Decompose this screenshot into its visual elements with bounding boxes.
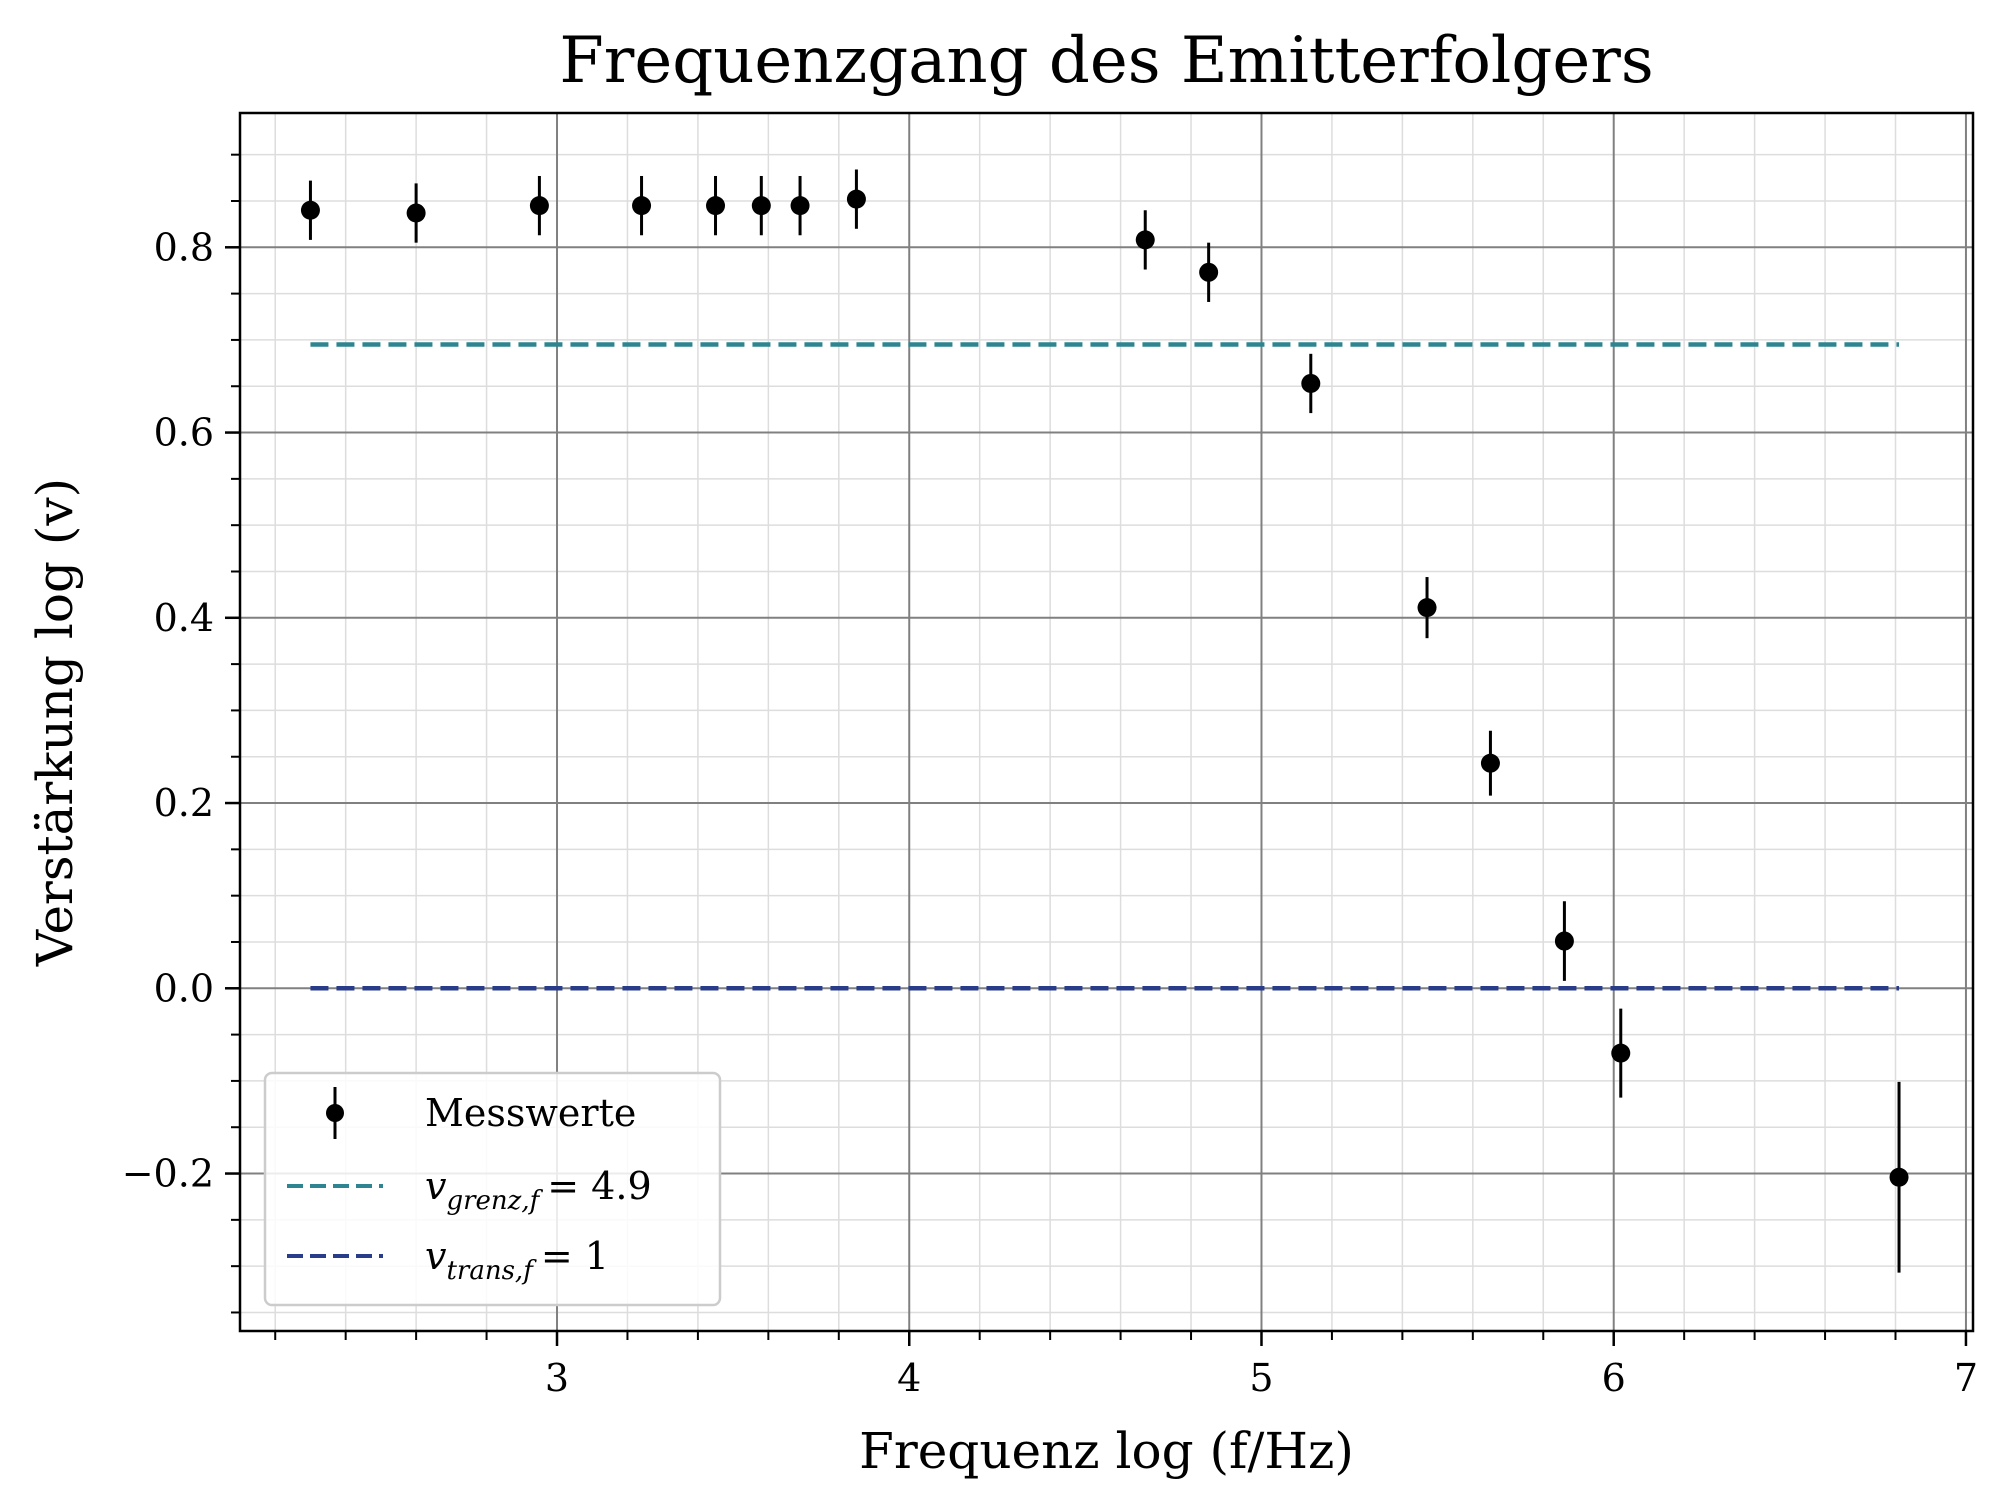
y-tick-label: 0.4 — [154, 596, 214, 640]
legend-point-marker — [326, 1104, 344, 1122]
legend-item-messwerte: Messwerte — [326, 1087, 636, 1139]
tick-labels: 3 4 5 6 7 −0.2 0.0 0.2 0.4 0.6 0.8 — [122, 225, 1978, 1400]
data-point — [706, 196, 726, 216]
data-point — [632, 196, 652, 216]
data-point — [846, 189, 866, 209]
legend-v-grenz-symbol: v — [425, 1164, 447, 1208]
data-point — [790, 196, 810, 216]
legend-label-v-grenz: vgrenz,f = 4.9 — [425, 1164, 652, 1216]
data-point — [1611, 1043, 1631, 1063]
reference-lines — [310, 342, 1900, 991]
data-points — [300, 169, 1909, 1273]
data-point — [751, 196, 771, 216]
x-tick-label: 3 — [545, 1356, 569, 1400]
legend-v-grenz-value: = 4.9 — [547, 1164, 651, 1208]
legend-v-grenz-subscript: grenz,f — [446, 1186, 543, 1216]
x-tick-label: 6 — [1602, 1356, 1626, 1400]
legend-v-trans-symbol: v — [425, 1234, 447, 1278]
legend-box — [263, 1071, 722, 1307]
y-tick-label: −0.2 — [122, 1152, 214, 1196]
chart-title: Frequenzgang des Emitterfolgers — [559, 24, 1653, 98]
legend-label-messwerte: Messwerte — [425, 1091, 636, 1135]
data-point — [1417, 598, 1437, 618]
data-point — [1199, 262, 1219, 282]
plot-frame — [238, 111, 1975, 1333]
data-point — [1889, 1167, 1909, 1187]
y-tick-label: 0.8 — [154, 225, 214, 269]
data-point — [300, 200, 320, 220]
x-axis-label: Frequenz log (f/Hz) — [859, 1422, 1354, 1480]
data-point — [406, 203, 426, 223]
legend-v-trans-subscript: trans,f — [446, 1256, 537, 1286]
legend: Messwerte vgrenz,f = 4.9 vtrans,f = 1 — [263, 1071, 722, 1307]
axis-ticks — [225, 153, 1968, 1346]
data-point — [1301, 373, 1321, 393]
data-point — [1554, 931, 1574, 951]
legend-label-v-trans: vtrans,f = 1 — [425, 1234, 609, 1286]
data-point — [1135, 230, 1155, 250]
legend-item-v-grenz: vgrenz,f = 4.9 — [287, 1164, 652, 1216]
data-point — [529, 196, 549, 216]
y-tick-label: 0.2 — [154, 781, 214, 825]
y-axis-label: Verstärkung log (v) — [26, 478, 84, 967]
legend-item-v-trans: vtrans,f = 1 — [287, 1234, 609, 1286]
x-tick-label: 5 — [1249, 1356, 1273, 1400]
x-tick-label: 4 — [897, 1356, 921, 1400]
legend-v-trans-value: = 1 — [541, 1234, 609, 1278]
y-tick-label: 0.6 — [154, 411, 214, 455]
y-tick-label: 0.0 — [154, 966, 214, 1010]
minor-grid — [240, 113, 1973, 1331]
data-point — [1480, 753, 1500, 773]
x-tick-label: 7 — [1954, 1356, 1978, 1400]
